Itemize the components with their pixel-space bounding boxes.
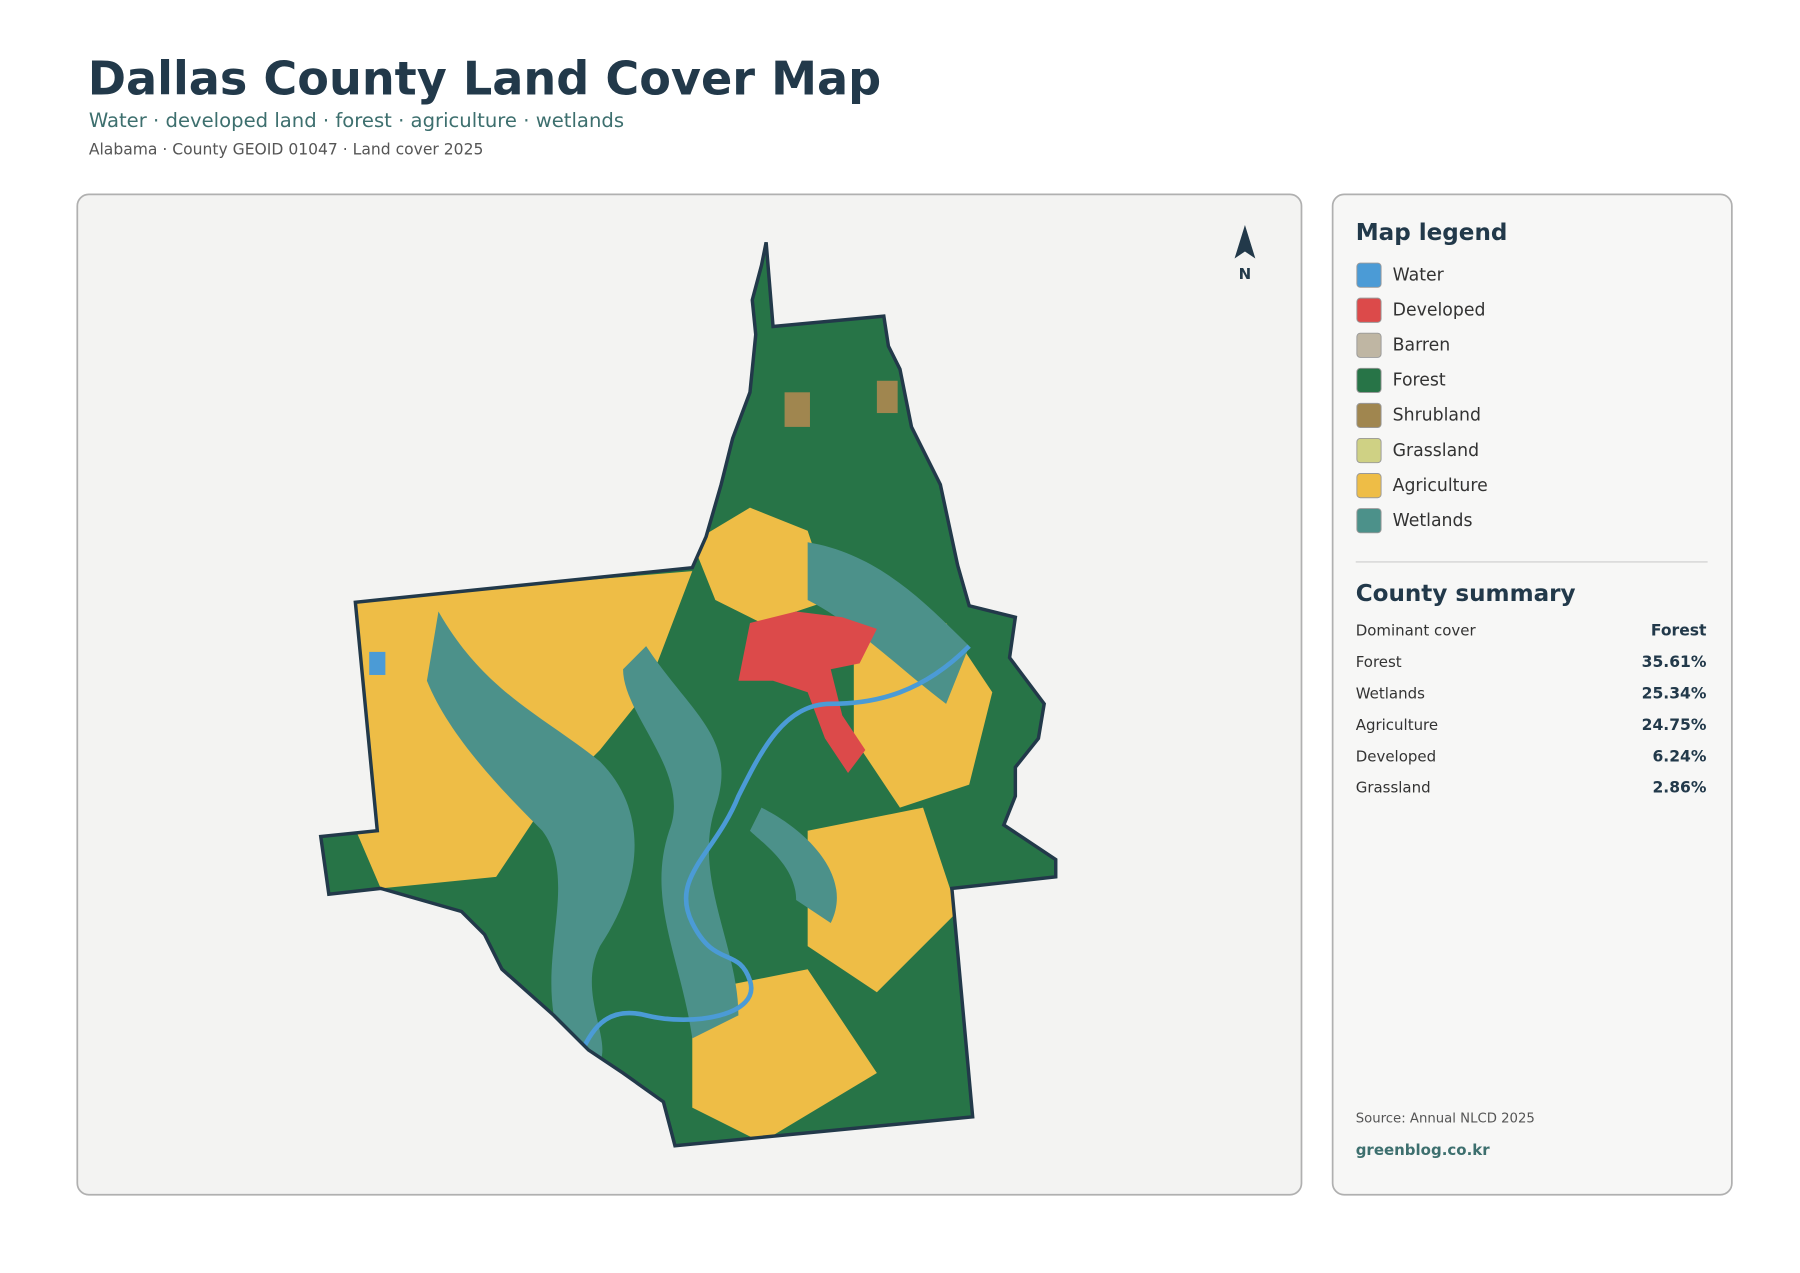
- legend-swatch: [1356, 437, 1382, 464]
- legend-label: Forest: [1393, 371, 1446, 391]
- north-arrow: [1234, 224, 1256, 259]
- legend-swatch: [1356, 473, 1382, 499]
- legend-title: Map legend: [1356, 220, 1508, 246]
- summary-label: Developed: [1356, 747, 1436, 765]
- summary-value: 24.75%: [1642, 716, 1707, 734]
- summary-label: Forest: [1356, 653, 1402, 671]
- legend-swatch: [1356, 402, 1382, 429]
- legend-label: Wetlands: [1393, 511, 1473, 531]
- summary-rows: Dominant cover Forest Forest 35.61% Wetlands…: [1356, 622, 1707, 797]
- legend-swatch: [1356, 367, 1382, 393]
- river: [574, 644, 971, 1063]
- legend-label: Developed: [1393, 300, 1486, 320]
- wetlands-area: [749, 807, 837, 924]
- agriculture-area: [692, 969, 877, 1143]
- source: Source: Annual NLCD 2025: [1356, 1112, 1535, 1127]
- developed-area: [738, 611, 877, 774]
- summary-label: Grassland: [1356, 779, 1431, 797]
- summary-value: Forest: [1651, 622, 1707, 640]
- summary-label: Wetlands: [1356, 685, 1425, 703]
- legend-label: Water: [1393, 265, 1445, 285]
- subtitle: Water · developed land · forest · agricu…: [89, 109, 624, 132]
- agriculture-area: [692, 507, 831, 624]
- agriculture-area: [807, 807, 958, 993]
- legend-label: Shrubland: [1393, 406, 1481, 426]
- legend-label: Barren: [1393, 336, 1451, 356]
- wetlands-area: [426, 611, 635, 1062]
- summary-label: Agriculture: [1356, 716, 1438, 734]
- legend-panel: [1331, 193, 1733, 1196]
- summary-value: 35.61%: [1642, 653, 1707, 671]
- legend-label: Agriculture: [1393, 476, 1488, 496]
- summary-value: 2.86%: [1652, 779, 1706, 797]
- meta: Alabama · County GEOID 01047 · Land cove…: [89, 141, 484, 159]
- legend-label: Grassland: [1393, 441, 1480, 461]
- summary-title: County summary: [1356, 581, 1576, 607]
- wetlands-area: [623, 646, 739, 1039]
- website[interactable]: greenblog.co.kr: [1356, 1141, 1491, 1159]
- legend-swatch: [1356, 262, 1382, 288]
- legend-swatch: [1356, 332, 1382, 358]
- legend-swatch: [1356, 508, 1382, 534]
- shrubland-area: [784, 392, 810, 427]
- title: Dallas County Land Cover Map: [88, 52, 882, 106]
- wetlands-area: [807, 542, 970, 704]
- summary-value: 6.24%: [1652, 747, 1706, 765]
- legend-items: Water Developed Barren Forest Shrubland Grass…: [1356, 262, 1488, 534]
- legend-swatch: [1356, 297, 1382, 323]
- water-area: [369, 651, 386, 675]
- shrubland-area: [876, 380, 898, 414]
- summary-label: Dominant cover: [1356, 622, 1477, 640]
- summary-value: 25.34%: [1642, 685, 1707, 703]
- north-label: N: [1239, 265, 1252, 283]
